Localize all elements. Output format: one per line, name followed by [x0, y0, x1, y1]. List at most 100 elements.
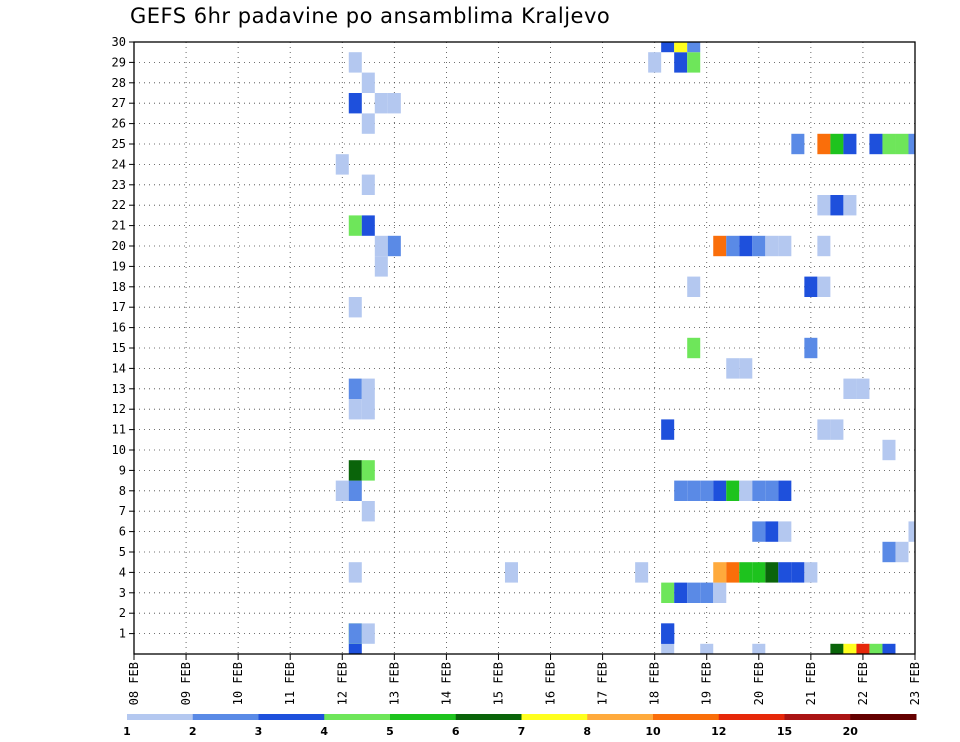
heatmap-cell [739, 358, 753, 379]
heatmap-cell [335, 154, 349, 175]
y-tick-label: 11 [112, 423, 126, 437]
colorbar-label: 7 [518, 725, 526, 738]
y-tick-label: 29 [112, 55, 126, 69]
heatmap-cell [387, 93, 401, 114]
y-tick-label: 21 [112, 219, 126, 233]
colorbar-label: 5 [386, 725, 394, 738]
heatmap-cell [348, 643, 362, 654]
heatmap-cell [348, 480, 362, 501]
x-tick-label: 19 FEB [700, 662, 714, 705]
heatmap-cell [817, 276, 831, 297]
x-tick-label: 08 FEB [127, 662, 141, 705]
heatmap-cell [504, 562, 518, 583]
heatmap-cell [387, 235, 401, 257]
heatmap-cell [348, 623, 362, 644]
y-tick-label: 2 [119, 606, 126, 620]
x-tick-label: 18 FEB [648, 662, 662, 705]
x-tick-label: 16 FEB [544, 662, 558, 705]
y-tick-label: 22 [112, 198, 126, 212]
colorbar-swatch [324, 714, 391, 720]
heatmap-cell [791, 133, 805, 155]
heatmap-cell [739, 235, 753, 257]
y-tick-label: 24 [112, 157, 126, 171]
heatmap-cell [726, 235, 740, 257]
heatmap-cell [726, 358, 740, 379]
x-tick-label: 17 FEB [596, 662, 610, 705]
heatmap-cell [348, 460, 362, 481]
heatmap-cell [687, 480, 701, 501]
y-tick-label: 1 [119, 627, 126, 641]
heatmap-cell [843, 133, 857, 155]
x-tick-label: 13 FEB [387, 662, 401, 705]
heatmap-cell [361, 72, 375, 93]
colorbar-swatch [455, 714, 522, 720]
y-tick-label: 6 [119, 525, 126, 539]
heatmap-cell [817, 235, 831, 257]
heatmap-cell [752, 480, 766, 501]
heatmap-cell [648, 52, 662, 73]
y-tick-label: 23 [112, 178, 126, 192]
colorbar-label: 15 [777, 725, 792, 738]
heatmap-cell [765, 235, 779, 257]
heatmap-cell [374, 256, 388, 277]
x-tick-label: 09 FEB [179, 662, 193, 705]
heatmap-cell [778, 235, 792, 257]
heatmap-cell [882, 133, 896, 155]
y-tick-label: 9 [119, 463, 126, 477]
colorbar-swatch [784, 714, 851, 720]
heatmap-cell [635, 562, 649, 583]
y-tick-label: 25 [112, 137, 126, 151]
y-tick-label: 5 [119, 545, 126, 559]
colorbar-swatch [850, 714, 917, 720]
heatmap-cell [856, 643, 870, 654]
colorbar-label: 10 [645, 725, 661, 738]
heatmap-cell [374, 235, 388, 257]
heatmap-cell [361, 501, 375, 522]
y-axis: 1234567891011121314151617181920212223242… [112, 35, 134, 641]
colorbar-swatch [258, 714, 325, 720]
y-tick-label: 16 [112, 321, 126, 335]
cells-layer [335, 42, 915, 654]
heatmap-cell [661, 582, 675, 603]
heatmap-cell [804, 337, 818, 359]
heatmap-cell [335, 480, 349, 501]
y-tick-label: 19 [112, 259, 126, 273]
heatmap-cell [348, 297, 362, 318]
x-tick-label: 11 FEB [283, 662, 297, 705]
heatmap-cell [830, 643, 844, 654]
heatmap-cell [895, 133, 909, 155]
x-tick-label: 21 FEB [804, 662, 818, 705]
heatmap-cell [726, 480, 740, 501]
heatmap-cell [687, 337, 701, 359]
heatmap-cell [778, 521, 792, 542]
heatmap-cell [348, 93, 362, 114]
heatmap-cell [674, 42, 688, 53]
heatmap-cell [765, 480, 779, 501]
heatmap-cell [348, 562, 362, 583]
heatmap-cell [778, 480, 792, 501]
heatmap-cell [882, 643, 896, 654]
heatmap-cell [765, 521, 779, 542]
y-tick-label: 3 [119, 586, 126, 600]
y-tick-label: 8 [119, 484, 126, 498]
heatmap-cell [700, 582, 714, 603]
heatmap-cell [700, 643, 714, 654]
heatmap-cell [661, 643, 675, 654]
y-tick-label: 7 [119, 504, 126, 518]
y-tick-label: 4 [119, 565, 126, 579]
heatmap-cell [674, 480, 688, 501]
heatmap-cell [713, 480, 727, 501]
heatmap-cell [752, 643, 766, 654]
x-tick-label: 14 FEB [439, 662, 453, 705]
heatmap-cell [882, 439, 896, 461]
colorbar-swatch [718, 714, 785, 720]
heatmap-cell [687, 276, 701, 297]
heatmap-cell [778, 562, 792, 583]
heatmap-cell [700, 480, 714, 501]
heatmap-cell [361, 215, 375, 236]
heatmap-cell [713, 235, 727, 257]
heatmap-cell [869, 133, 883, 155]
y-tick-label: 27 [112, 96, 126, 110]
heatmap-cell [361, 378, 375, 399]
